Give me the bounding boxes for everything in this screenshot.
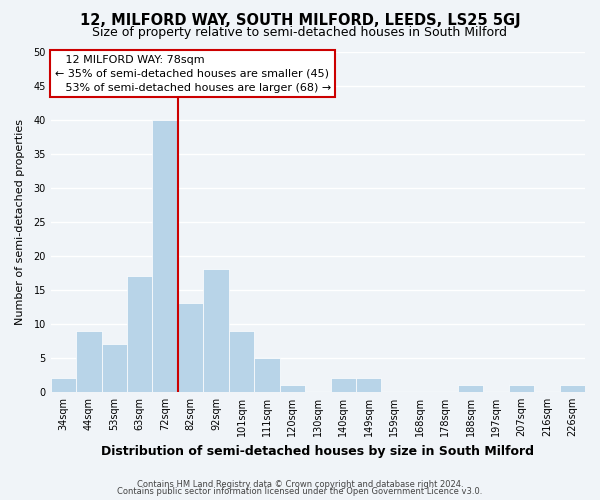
Bar [127, 276, 152, 392]
X-axis label: Distribution of semi-detached houses by size in South Milford: Distribution of semi-detached houses by … [101, 444, 535, 458]
Bar [356, 378, 382, 392]
Bar [50, 378, 76, 392]
Text: Size of property relative to semi-detached houses in South Milford: Size of property relative to semi-detach… [92, 26, 508, 39]
Y-axis label: Number of semi-detached properties: Number of semi-detached properties [15, 118, 25, 324]
Bar [101, 344, 127, 392]
Bar [280, 385, 305, 392]
Text: 12, MILFORD WAY, SOUTH MILFORD, LEEDS, LS25 5GJ: 12, MILFORD WAY, SOUTH MILFORD, LEEDS, L… [80, 12, 520, 28]
Bar [203, 270, 229, 392]
Bar [509, 385, 534, 392]
Bar [229, 330, 254, 392]
Bar [76, 330, 101, 392]
Text: 12 MILFORD WAY: 78sqm
← 35% of semi-detached houses are smaller (45)
   53% of s: 12 MILFORD WAY: 78sqm ← 35% of semi-deta… [55, 55, 331, 93]
Text: Contains public sector information licensed under the Open Government Licence v3: Contains public sector information licen… [118, 488, 482, 496]
Bar [178, 304, 203, 392]
Bar [152, 120, 178, 392]
Text: Contains HM Land Registry data © Crown copyright and database right 2024.: Contains HM Land Registry data © Crown c… [137, 480, 463, 489]
Bar [560, 385, 585, 392]
Bar [254, 358, 280, 392]
Bar [331, 378, 356, 392]
Bar [458, 385, 483, 392]
